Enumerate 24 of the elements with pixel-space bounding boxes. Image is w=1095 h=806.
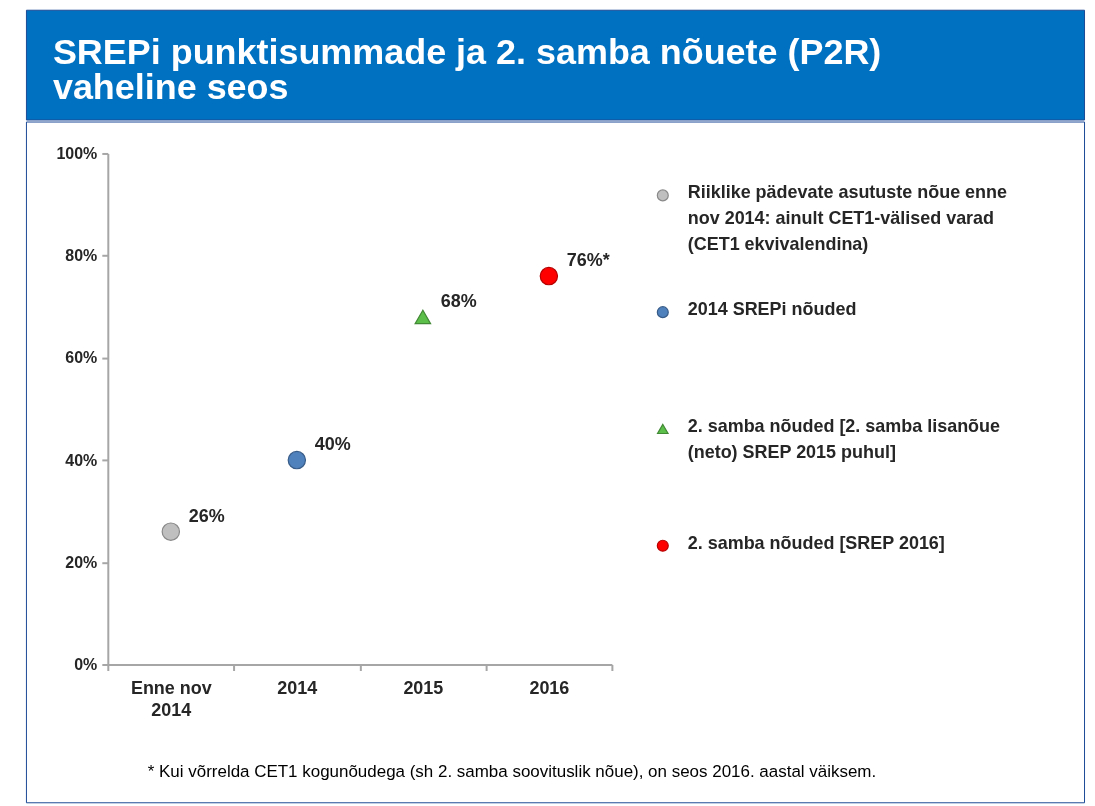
x-tick-label: 2016 bbox=[529, 677, 570, 698]
y-tick-label: 20% bbox=[65, 553, 98, 571]
x-tick-label: 2014 bbox=[277, 677, 318, 698]
data-label: 26% bbox=[188, 505, 225, 526]
point bbox=[414, 309, 432, 325]
legend-label: 2. samba nõuded [SREP 2016] bbox=[687, 532, 945, 553]
x-tick-label: Enne nov 2014 bbox=[130, 677, 212, 720]
data-label: 68% bbox=[440, 291, 477, 312]
data-label: 40% bbox=[314, 434, 351, 455]
y-tick-label: 0% bbox=[74, 656, 98, 674]
point bbox=[161, 522, 181, 541]
text: * Kui võrrelda CET1 kogunõudega (sh 2. samba soovituslik nõue), on seos 2016. aastal väiksem. bbox=[147, 762, 877, 782]
y-tick-label: 60% bbox=[65, 349, 98, 367]
chart-title: SREPi punktisummade ja 2. samba nõuete (P2R) vaheline seos bbox=[52, 30, 882, 107]
x-tick-label: 2015 bbox=[403, 677, 444, 698]
point bbox=[287, 450, 307, 470]
legend-label: 2. samba nõuded [2. samba lisanõue (neto) SREP 2015 puhul] bbox=[687, 415, 1001, 462]
legend-label: Riiklike pädevate asutuste nõue enne nov 2014: ainult CET1-välised varad (CET1 ekvivalendina) bbox=[687, 182, 1008, 255]
point bbox=[539, 266, 559, 286]
y-tick-label: 40% bbox=[65, 451, 98, 469]
y-tick-label: 100% bbox=[56, 144, 98, 162]
y-tick-label: 80% bbox=[65, 247, 98, 265]
legend-label: 2014 SREPi nõuded bbox=[687, 299, 857, 320]
data-label: 76%* bbox=[566, 250, 610, 271]
